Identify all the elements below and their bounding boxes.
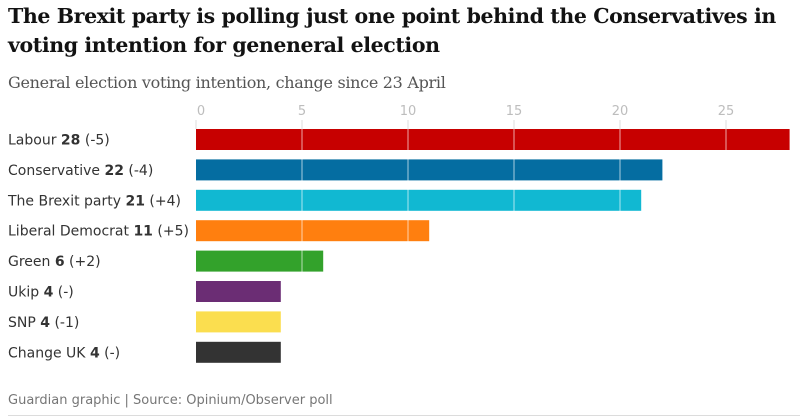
change-label: (+5) xyxy=(153,224,189,240)
party-name: Conservative xyxy=(8,163,104,179)
bar-green xyxy=(196,250,324,272)
bar-conservative xyxy=(196,159,663,181)
value-label: 22 xyxy=(104,163,123,179)
bar-labour xyxy=(196,129,790,150)
chart-title: The Brexit party is polling just one poi… xyxy=(8,4,776,57)
change-label: (-5) xyxy=(80,133,109,149)
x-tick-label: 5 xyxy=(298,104,306,119)
x-tick-label: 15 xyxy=(506,104,523,119)
category-label: Liberal Democrat 11 (+5) xyxy=(8,224,189,240)
value-label: 6 xyxy=(55,254,65,270)
bar-snp xyxy=(196,311,281,333)
category-label: Conservative 22 (-4) xyxy=(8,163,153,179)
value-label: 4 xyxy=(90,345,100,361)
party-name: Ukip xyxy=(8,285,44,301)
category-label: Green 6 (+2) xyxy=(8,254,101,270)
bar-ukip xyxy=(196,281,281,302)
party-name: Green xyxy=(8,254,55,270)
change-label: (-) xyxy=(53,285,73,301)
category-label: Ukip 4 (-) xyxy=(8,285,74,301)
party-name: SNP xyxy=(8,315,40,331)
category-label: Change UK 4 (-) xyxy=(8,345,120,361)
bar-the-brexit-party xyxy=(196,189,642,211)
chart-footer: Guardian graphic | Source: Opinium/Obser… xyxy=(8,393,333,408)
bar-change-uk xyxy=(196,341,281,363)
value-label: 4 xyxy=(40,315,50,331)
change-label: (+2) xyxy=(65,254,101,270)
x-tick-label: 25 xyxy=(718,104,735,119)
change-label: (+4) xyxy=(145,193,181,209)
value-label: 4 xyxy=(44,285,54,301)
party-name: Liberal Democrat xyxy=(8,224,133,240)
value-label: 28 xyxy=(61,133,80,149)
chart-subtitle: General election voting intention, chang… xyxy=(8,73,446,92)
category-label: The Brexit party 21 (+4) xyxy=(7,193,181,209)
bar-liberal-democrat xyxy=(196,220,430,242)
x-tick-label: 10 xyxy=(400,104,417,119)
party-name: Change UK xyxy=(8,345,90,361)
value-label: 11 xyxy=(133,224,152,240)
footer-divider xyxy=(8,415,800,416)
category-label: Labour 28 (-5) xyxy=(8,133,110,149)
value-label: 21 xyxy=(125,193,144,209)
change-label: (-1) xyxy=(50,315,79,331)
x-tick-label: 0 xyxy=(197,104,205,119)
x-tick-label: 20 xyxy=(612,104,629,119)
change-label: (-4) xyxy=(124,163,153,179)
change-label: (-) xyxy=(100,345,120,361)
category-label: SNP 4 (-1) xyxy=(8,315,79,331)
party-name: Labour xyxy=(8,133,61,149)
party-name: The Brexit party xyxy=(7,193,125,209)
